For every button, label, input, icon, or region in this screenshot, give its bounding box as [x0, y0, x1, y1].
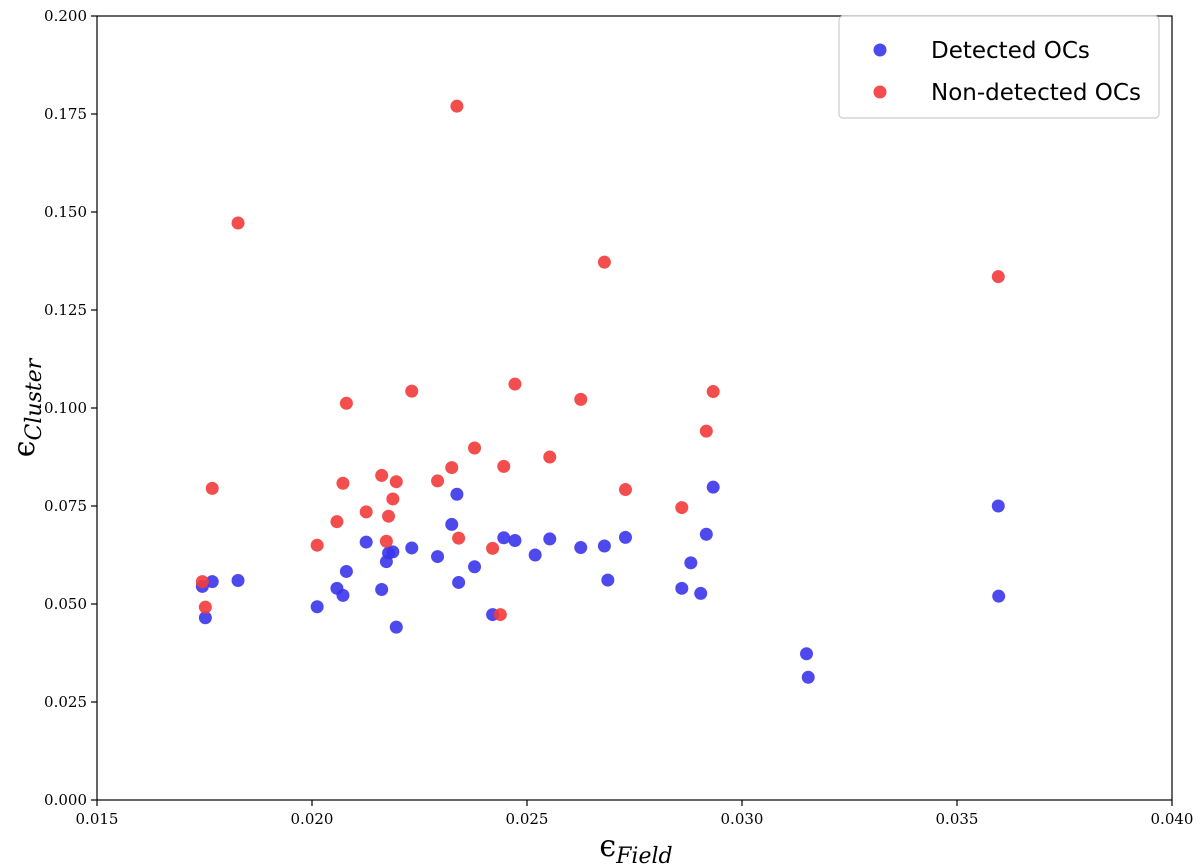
- x-tick-label: 0.035: [936, 810, 979, 828]
- data-point: [684, 556, 698, 570]
- data-point: [574, 541, 588, 555]
- data-point: [706, 385, 720, 399]
- x-axis-label-epsilon: ϵ: [599, 829, 616, 864]
- data-point: [706, 480, 720, 494]
- y-axis-label: ϵCluster: [7, 357, 47, 457]
- data-point: [375, 582, 389, 596]
- data-point: [468, 560, 482, 574]
- series-0: [195, 480, 1006, 684]
- data-point: [310, 600, 324, 614]
- data-point: [452, 575, 466, 589]
- x-tick-label: 0.040: [1151, 810, 1194, 828]
- data-point: [389, 475, 403, 489]
- points-layer: [195, 99, 1006, 684]
- data-point: [336, 476, 350, 490]
- data-point: [339, 396, 353, 410]
- data-point: [675, 501, 689, 515]
- data-point: [452, 531, 466, 545]
- series-1: [195, 99, 1005, 622]
- data-point: [359, 535, 373, 549]
- data-point: [375, 468, 389, 482]
- y-axis-label-epsilon: ϵ: [7, 440, 42, 457]
- legend-label: Non-detected OCs: [931, 80, 1141, 106]
- data-point: [339, 564, 353, 578]
- data-point: [445, 517, 459, 531]
- data-point: [431, 550, 445, 564]
- data-point: [386, 492, 400, 506]
- data-point: [386, 545, 400, 559]
- data-point: [450, 99, 464, 113]
- data-point: [231, 216, 245, 230]
- x-tick-label: 0.015: [76, 810, 119, 828]
- data-point: [694, 586, 708, 600]
- y-tick-label: 0.025: [44, 693, 87, 711]
- legend-frame: [838, 15, 1160, 119]
- legend: Detected OCs Non-detected OCs: [838, 15, 1160, 119]
- data-point: [450, 487, 464, 501]
- legend-marker: [873, 43, 887, 57]
- data-point: [801, 670, 815, 684]
- data-point: [468, 441, 482, 455]
- data-point: [389, 620, 403, 634]
- data-point: [508, 377, 522, 391]
- data-point: [597, 255, 611, 269]
- data-point: [675, 581, 689, 595]
- data-point: [405, 384, 419, 398]
- data-point: [198, 611, 212, 625]
- data-point: [699, 424, 713, 438]
- data-point: [508, 533, 522, 547]
- data-point: [992, 589, 1006, 603]
- y-tick-label: 0.100: [44, 399, 87, 417]
- ticks-layer: 0.015 0.020 0.025 0.030 0.035 0.040 0.000 0.025…: [44, 7, 1193, 828]
- data-point: [231, 573, 245, 587]
- plot-frame: [96, 15, 1173, 801]
- data-point: [205, 481, 219, 495]
- x-tick-label: 0.020: [291, 810, 334, 828]
- data-point: [618, 530, 632, 544]
- data-point: [493, 608, 507, 622]
- y-tick-label: 0.050: [44, 595, 87, 613]
- data-point: [497, 531, 511, 545]
- y-tick-label: 0.175: [44, 105, 87, 123]
- data-point: [195, 575, 209, 589]
- data-point: [528, 548, 542, 562]
- data-point: [445, 461, 459, 475]
- data-point: [991, 270, 1005, 284]
- data-point: [431, 474, 445, 488]
- y-tick-label: 0.200: [44, 7, 87, 25]
- data-point: [543, 450, 557, 464]
- data-point: [800, 647, 813, 661]
- data-point: [618, 483, 632, 497]
- data-point: [699, 527, 713, 541]
- data-point: [405, 541, 419, 555]
- data-point: [379, 534, 393, 548]
- data-point: [543, 532, 557, 546]
- data-point: [597, 539, 611, 553]
- legend-label: Detected OCs: [931, 38, 1090, 64]
- y-tick-label: 0.075: [44, 497, 87, 515]
- data-point: [359, 505, 373, 519]
- x-tick-label: 0.025: [506, 810, 549, 828]
- data-point: [574, 392, 588, 406]
- data-point: [497, 459, 511, 473]
- y-tick-label: 0.150: [44, 203, 87, 221]
- data-point: [486, 541, 500, 555]
- y-tick-label: 0.125: [44, 301, 87, 319]
- data-point: [601, 573, 615, 587]
- legend-marker: [873, 85, 887, 99]
- y-tick-label: 0.000: [44, 791, 87, 809]
- data-point: [310, 538, 324, 552]
- data-point: [382, 509, 396, 523]
- data-point: [991, 499, 1005, 513]
- x-tick-label: 0.030: [721, 810, 764, 828]
- x-axis-label: ϵField: [599, 829, 672, 865]
- data-point: [330, 515, 344, 529]
- data-point: [336, 588, 350, 602]
- x-axis-label-subscript: Field: [615, 844, 672, 865]
- data-point: [198, 600, 212, 614]
- y-axis-label-subscript: Cluster: [22, 357, 47, 440]
- data-point: [205, 575, 219, 589]
